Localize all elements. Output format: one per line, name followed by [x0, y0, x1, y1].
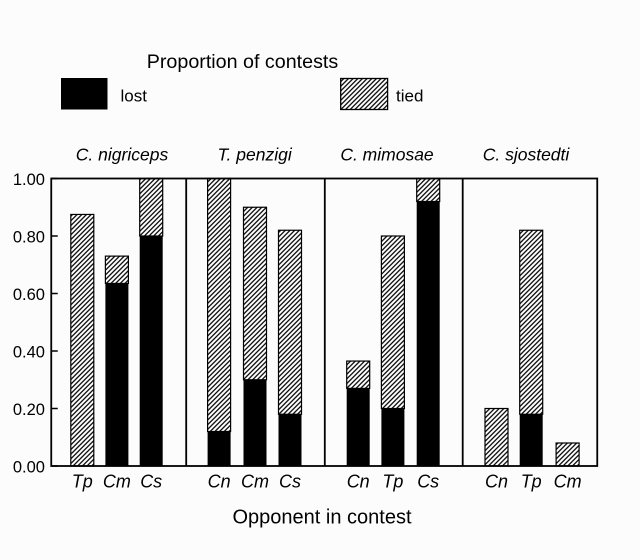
- svg-text:Cm: Cm: [554, 472, 582, 492]
- svg-text:Tp: Tp: [72, 472, 93, 492]
- svg-text:Cm: Cm: [103, 472, 131, 492]
- svg-text:Proportion of contests: Proportion of contests: [147, 51, 339, 73]
- svg-text:0.60: 0.60: [13, 286, 45, 304]
- svg-text:C. mimosae: C. mimosae: [340, 145, 434, 165]
- svg-text:Cs: Cs: [140, 472, 162, 492]
- svg-text:C. sjostedti: C. sjostedti: [483, 145, 571, 165]
- svg-text:Cn: Cn: [208, 472, 231, 492]
- svg-text:Cn: Cn: [347, 472, 370, 492]
- svg-text:Cm: Cm: [241, 472, 269, 492]
- svg-text:Tp: Tp: [521, 472, 542, 492]
- svg-text:1.00: 1.00: [13, 171, 45, 189]
- svg-text:0.80: 0.80: [13, 229, 45, 247]
- svg-text:0.20: 0.20: [13, 401, 45, 419]
- svg-text:T. penzigi: T. penzigi: [217, 145, 292, 165]
- svg-text:C. nigriceps: C. nigriceps: [76, 145, 169, 165]
- svg-text:Cs: Cs: [417, 472, 439, 492]
- svg-text:Opponent in contest: Opponent in contest: [232, 507, 411, 529]
- svg-text:tied: tied: [396, 87, 423, 106]
- svg-text:Tp: Tp: [382, 472, 403, 492]
- svg-text:0.40: 0.40: [13, 344, 45, 362]
- svg-text:0.00: 0.00: [13, 459, 45, 477]
- svg-text:Cn: Cn: [485, 472, 508, 492]
- svg-text:Cs: Cs: [279, 472, 301, 492]
- svg-text:lost: lost: [121, 87, 148, 106]
